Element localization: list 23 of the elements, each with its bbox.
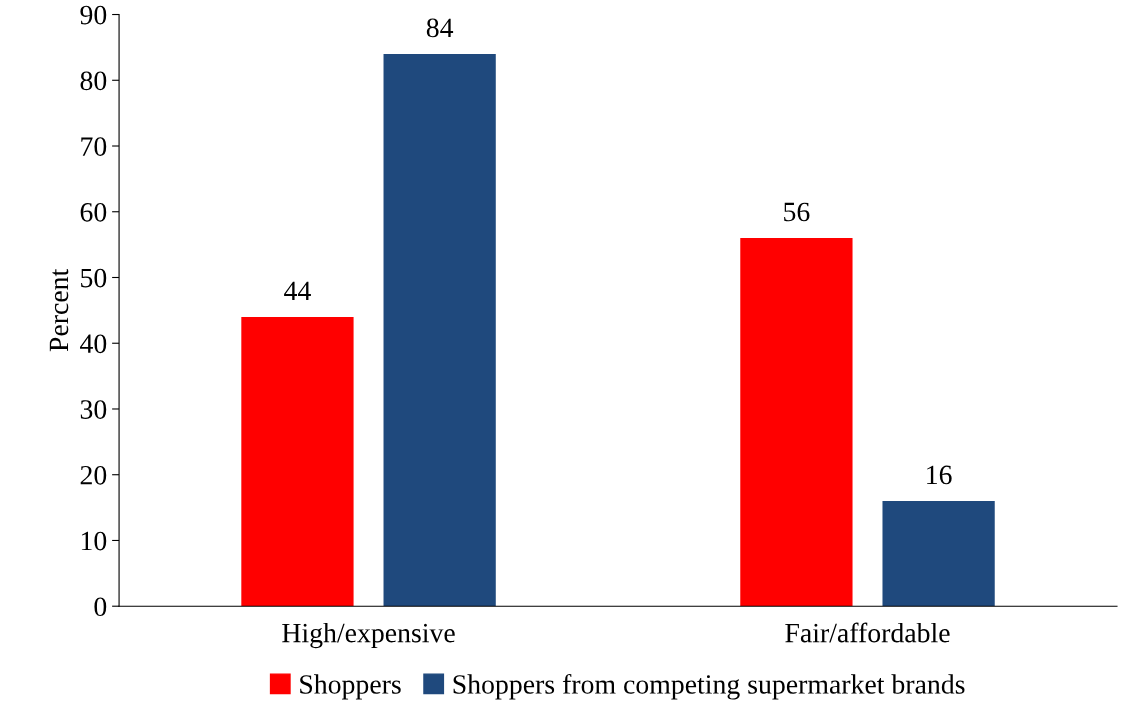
data-label: 16 [927, 465, 952, 485]
y-tick-label: 90 [80, 5, 107, 25]
legend-label: Shoppers from competing supermarket brands [453, 674, 965, 700]
y-tick-label: 70 [81, 137, 107, 156]
x-tick-label: Fair/affordable [785, 622, 950, 643]
x-tick-label: High/expensive [282, 622, 455, 649]
y-tick-label: 0 [94, 597, 107, 617]
bar [241, 316, 354, 607]
bar [882, 501, 995, 607]
y-axis-title: Percent [49, 268, 69, 352]
y-tick-label: 60 [80, 202, 107, 222]
y-tick-label: 10 [81, 531, 107, 551]
y-tick-label: 80 [80, 71, 107, 91]
data-label: 44 [284, 281, 311, 300]
bar [383, 53, 496, 607]
bar [740, 238, 853, 607]
legend-label: Shoppers [300, 674, 401, 700]
y-tick-label: 40 [80, 334, 107, 354]
y-tick-label: 20 [80, 465, 107, 485]
y-tick-label: 30 [80, 400, 107, 419]
y-tick-label: 50 [81, 268, 107, 288]
data-label: 56 [784, 202, 810, 222]
data-label: 84 [426, 18, 454, 38]
